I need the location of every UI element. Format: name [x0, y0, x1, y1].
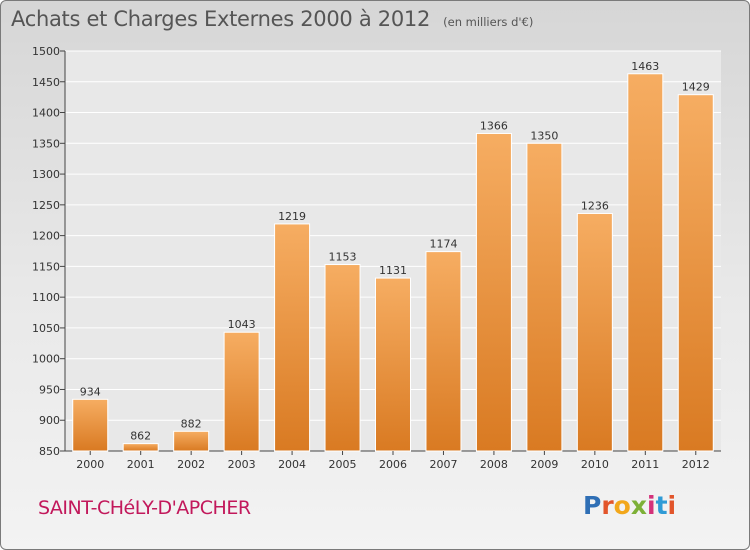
x-tick-label: 2011	[631, 458, 659, 471]
bar	[72, 398, 109, 452]
bar	[475, 132, 512, 452]
logo-letter: P	[583, 491, 602, 520]
bar	[627, 73, 664, 452]
data-label: 934	[80, 385, 101, 398]
data-label: 882	[181, 417, 202, 430]
bar	[274, 223, 311, 452]
chart-subtitle: (en milliers d'€)	[443, 15, 534, 29]
bar	[425, 251, 462, 452]
logo-letter: i	[647, 491, 656, 520]
data-label: 1153	[329, 251, 357, 264]
x-tick-label: 2002	[177, 458, 205, 471]
data-label: 1429	[682, 81, 710, 94]
y-tick-label: 1100	[32, 291, 60, 304]
x-tick-label: 2003	[228, 458, 256, 471]
x-tick-label: 2008	[480, 458, 508, 471]
bar	[173, 430, 210, 452]
y-tick-label: 1150	[32, 260, 60, 273]
bar	[122, 443, 159, 452]
x-tick-label: 2007	[429, 458, 457, 471]
bar	[576, 212, 613, 452]
y-tick-label: 1450	[32, 76, 60, 89]
data-label: 1174	[429, 238, 457, 251]
data-label: 1463	[631, 60, 659, 73]
x-tick-label: 2005	[329, 458, 357, 471]
y-tick-label: 1400	[32, 107, 60, 120]
y-tick-label: 1500	[32, 45, 60, 58]
y-tick-label: 950	[39, 383, 60, 396]
y-tick-label: 1250	[32, 199, 60, 212]
x-tick-label: 2006	[379, 458, 407, 471]
logo-letter: t	[655, 491, 668, 520]
x-tick-label: 2004	[278, 458, 306, 471]
commune-name: SAINT-CHéLY-D'APCHER	[38, 497, 251, 519]
data-label: 862	[130, 430, 151, 443]
logo-letter: i	[667, 491, 677, 520]
x-tick-label: 2000	[76, 458, 104, 471]
bar	[375, 277, 411, 452]
data-label: 1043	[228, 318, 256, 331]
logo-letter: r	[601, 491, 614, 520]
y-tick-label: 1350	[32, 137, 60, 150]
bar	[223, 331, 260, 452]
bar	[324, 264, 361, 452]
bar	[526, 142, 563, 452]
y-tick-label: 850	[39, 445, 60, 458]
x-tick-label: 2012	[682, 458, 710, 471]
x-tick-label: 2001	[127, 458, 155, 471]
y-tick-label: 1050	[32, 322, 60, 335]
x-tick-label: 2009	[530, 458, 558, 471]
logo-letter: x	[630, 491, 647, 520]
data-label: 1350	[530, 129, 558, 142]
proxiti-logo[interactable]: Proxiti	[583, 491, 676, 520]
chart-title: Achats et Charges Externes 2000 à 2012	[11, 7, 431, 31]
logo-letter: o	[613, 491, 631, 520]
y-tick-label: 1000	[32, 353, 60, 366]
title-row: Achats et Charges Externes 2000 à 2012 (…	[11, 7, 533, 31]
y-tick-label: 1200	[32, 230, 60, 243]
data-label: 1131	[379, 264, 407, 277]
y-tick-label: 1300	[32, 168, 60, 181]
data-label: 1219	[278, 210, 306, 223]
y-tick-label: 900	[39, 414, 60, 427]
data-label: 1236	[581, 199, 609, 212]
data-label: 1366	[480, 119, 508, 132]
bar	[677, 94, 714, 452]
x-tick-label: 2010	[581, 458, 609, 471]
